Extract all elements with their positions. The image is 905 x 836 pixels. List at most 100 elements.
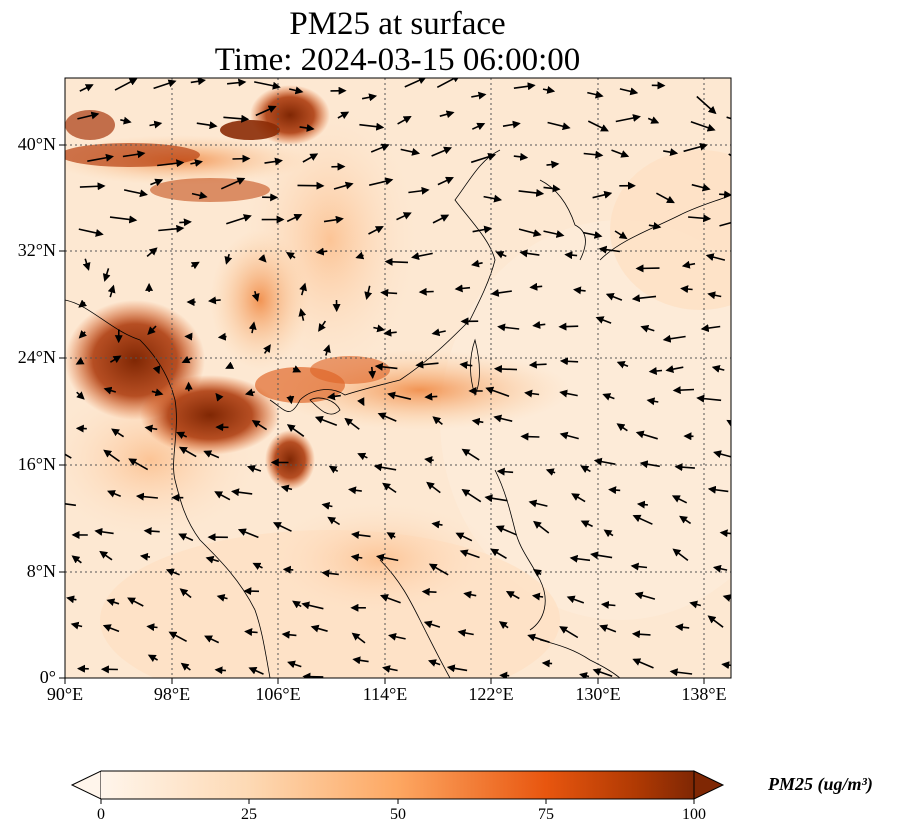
wind-vector (679, 515, 692, 525)
wind-vector (524, 389, 540, 398)
wind-vector (518, 188, 545, 197)
wind-vector (719, 190, 731, 199)
wind-vector (579, 672, 590, 678)
wind-vector (424, 456, 434, 465)
wind-vector (733, 93, 743, 94)
wind-vector (547, 121, 571, 131)
wind-vector (648, 367, 663, 375)
wind-vector (472, 225, 493, 234)
wind-vector (106, 598, 120, 607)
wind-vector (254, 81, 281, 90)
wind-vector (370, 143, 390, 153)
wind-vector (427, 659, 441, 667)
wind-vector (181, 355, 193, 364)
wind-vector (461, 489, 482, 503)
wind-vector (675, 623, 690, 632)
colorbar-tick-label: 75 (538, 806, 554, 823)
wind-vector (533, 520, 550, 534)
wind-vector (327, 392, 341, 401)
x-tick-label: 122°E (468, 684, 514, 704)
wind-vector (513, 82, 536, 91)
wind-vector (165, 568, 180, 577)
wind-vector (264, 157, 283, 166)
wind-vector (178, 446, 197, 458)
wind-vector (631, 630, 651, 639)
wind-vector (387, 391, 412, 400)
wind-vector (333, 181, 354, 190)
wind-vector (498, 621, 509, 630)
wind-vector (248, 321, 257, 334)
colorbar-title: PM25 (ug/m³) (768, 774, 873, 794)
chart-subtitle-time: Time: 2024-03-15 06:00:00 (214, 42, 581, 78)
wind-vector (286, 213, 303, 223)
wind-vector (384, 257, 409, 266)
wind-vector (495, 251, 507, 259)
wind-vector (373, 324, 386, 333)
wind-vector (583, 230, 603, 239)
wind-vector (215, 392, 224, 402)
wind-vector (286, 395, 295, 405)
wind-vector (490, 288, 512, 297)
coastlines (65, 149, 731, 678)
wind-vector (459, 361, 473, 370)
wind-vector (639, 460, 660, 469)
wind-vector (361, 93, 378, 102)
wind-vector (583, 150, 604, 159)
wind-vector (619, 87, 639, 96)
wind-vector (587, 120, 609, 132)
x-tick-label: 98°E (153, 684, 191, 704)
wind-vector (318, 320, 327, 332)
wind-vector (232, 154, 251, 163)
y-tick-label: 0° (39, 667, 56, 687)
wind-vector (608, 486, 621, 495)
wind-vector (226, 214, 252, 225)
x-tick-label: 114°E (362, 684, 408, 704)
wind-vector (471, 259, 483, 268)
wind-vector (66, 595, 77, 604)
wind-vector (532, 569, 542, 577)
wind-vector (632, 658, 654, 669)
wind-vector (663, 148, 679, 157)
wind-vector (286, 424, 305, 437)
wind-vector (114, 78, 138, 91)
wind-vector (541, 659, 553, 668)
wind-vector (636, 500, 648, 509)
wind-vector (439, 110, 455, 119)
gridlines (65, 78, 731, 678)
wind-vector (299, 124, 315, 132)
wind-vector (190, 78, 206, 86)
wind-vector (455, 532, 473, 542)
wind-vector (595, 316, 612, 324)
colorbar-tick-label: 25 (241, 806, 257, 823)
wind-vector (109, 215, 138, 224)
wind-vector (70, 621, 83, 630)
wind-vector (364, 285, 373, 300)
wind-vector (244, 628, 258, 637)
wind-vector (82, 258, 91, 271)
wind-vector (592, 190, 613, 199)
wind-vector (631, 294, 657, 303)
wind-vector (603, 529, 614, 538)
wind-vector (103, 449, 120, 462)
wind-vector (292, 600, 302, 609)
y-tick-label: 8°N (26, 561, 56, 581)
wind-vector (122, 150, 146, 159)
wind-vector (196, 121, 218, 130)
wind-vector (76, 391, 85, 400)
wind-vector (139, 552, 151, 561)
wind-vector (672, 548, 689, 562)
wind-vector (323, 215, 344, 224)
wind-vector (107, 284, 116, 298)
wind-vector (484, 494, 508, 503)
wind-vector (289, 86, 304, 95)
wind-vector (380, 594, 401, 604)
wind-vector (423, 620, 441, 629)
wind-vector (282, 565, 294, 574)
wind-vector (632, 514, 653, 525)
wind-vector (157, 159, 185, 168)
wind-vector (529, 282, 543, 291)
wind-vector (396, 212, 412, 221)
wind-vector (179, 218, 192, 227)
wind-vector (611, 149, 630, 158)
wind-vector (599, 624, 617, 633)
